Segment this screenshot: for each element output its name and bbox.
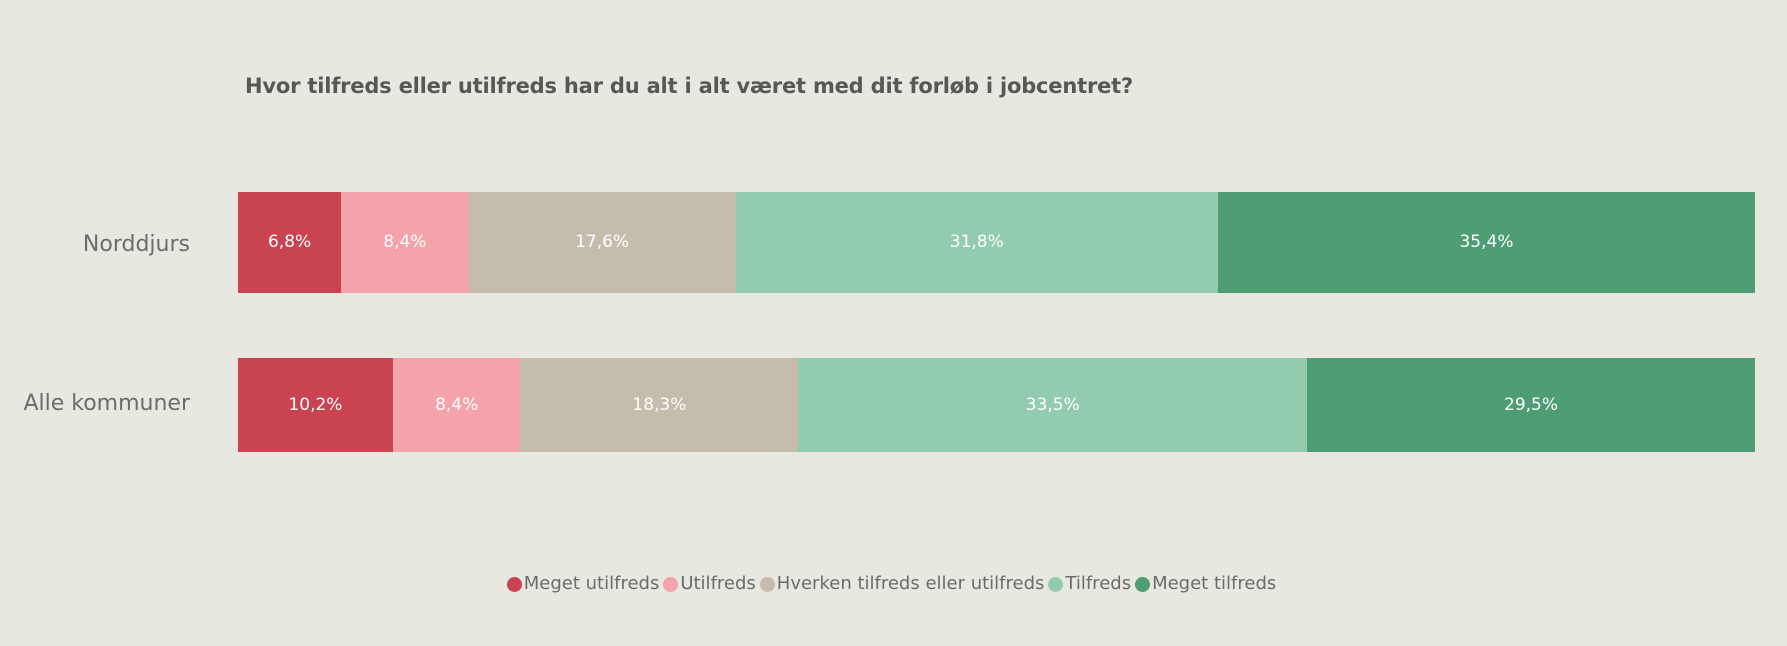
legend-label: Tilfreds [1065,573,1132,594]
bar-segment[interactable]: 8,4% [392,358,521,452]
bar-track: 10,2% 8,4% 18,3% 33,5% 29,5% [238,358,1756,452]
bar-segment-value: 29,5% [1504,394,1559,415]
legend-label: Meget utilfreds [523,573,660,594]
chart-legend: Meget utilfreds Utilfreds Hverken tilfreds… [0,575,1787,593]
legend-item[interactable]: Tilfreds [1048,575,1131,593]
bar-segment[interactable]: 33,5% [798,358,1308,452]
bar-segment[interactable]: 8,4% [341,192,469,293]
bar-row: Alle kommuner 10,2% 8,4% 18,3% 33,5% 29,5% [0,358,1787,452]
bar-segment-value: 35,4% [1459,232,1514,252]
legend-swatch-icon [663,576,679,592]
bar-segment-value: 31,8% [949,232,1004,252]
bar-segment-value: 33,5% [1025,394,1080,415]
bar-row: Norddjurs 6,8% 8,4% 17,6% 31,8% 35,4% [0,192,1787,293]
bar-segment-value: 17,6% [575,232,630,252]
bar-segment[interactable]: 10,2% [238,358,393,452]
bar-segment-value: 18,3% [632,394,687,415]
bar-segment-value: 6,8% [267,232,312,252]
legend-swatch-icon [759,576,775,592]
bar-segment[interactable]: 35,4% [1217,192,1755,293]
bar-track: 6,8% 8,4% 17,6% 31,8% 35,4% [238,192,1755,293]
bar-segment[interactable]: 31,8% [735,192,1218,293]
bar-segment[interactable]: 18,3% [520,358,799,452]
bar-segment[interactable]: 29,5% [1307,358,1756,452]
legend-item[interactable]: Hverken tilfreds eller utilfreds [759,573,1045,594]
legend-label: Meget tilfreds [1152,573,1277,594]
legend-label: Utilfreds [680,573,756,594]
legend-swatch-icon [506,576,522,592]
legend-swatch-icon [1135,576,1151,592]
category-label: Norddjurs [82,232,190,257]
bar-segment[interactable]: 6,8% [238,192,342,293]
chart-title: Hvor tilfreds eller utilfreds har du alt… [245,74,1133,98]
category-label: Alle kommuner [23,391,190,416]
bar-segment-value: 8,4% [383,232,427,252]
bar-segment-value: 10,2% [288,394,343,415]
legend-item[interactable]: Meget tilfreds [1135,575,1276,593]
legend-swatch-icon [1048,576,1064,592]
legend-label: Hverken tilfreds eller utilfreds [776,573,1045,594]
bar-segment-value: 8,4% [435,394,479,415]
legend-item[interactable]: Meget utilfreds [506,573,660,594]
legend-item[interactable]: Utilfreds [663,573,756,594]
bar-segment[interactable]: 17,6% [468,192,736,293]
